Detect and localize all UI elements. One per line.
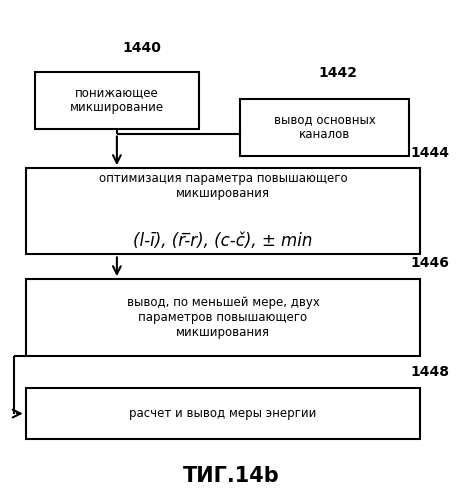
FancyBboxPatch shape [25,168,420,254]
Text: расчет и вывод меры энергии: расчет и вывод меры энергии [129,407,316,420]
Text: вывод основных
каналов: вывод основных каналов [274,113,376,141]
Text: 1444: 1444 [410,146,449,160]
Text: (l-ī), (r-̅r), (c-č), ± min: (l-ī), (r-̅r), (c-č), ± min [134,232,313,250]
Text: 1440: 1440 [122,40,161,54]
FancyBboxPatch shape [25,388,420,440]
Text: понижающее
микширование: понижающее микширование [70,86,164,114]
Text: оптимизация параметра повышающего
микширования: оптимизация параметра повышающего микшир… [99,172,347,200]
FancyBboxPatch shape [240,99,409,156]
Text: 1448: 1448 [410,365,449,379]
Text: 1446: 1446 [410,256,449,270]
Text: ΤИГ.14b: ΤИГ.14b [182,467,280,487]
Text: 1442: 1442 [319,66,358,80]
Text: вывод, по меньшей мере, двух
параметров повышающего
микширования: вывод, по меньшей мере, двух параметров … [127,296,319,339]
FancyBboxPatch shape [25,279,420,356]
FancyBboxPatch shape [35,72,199,129]
